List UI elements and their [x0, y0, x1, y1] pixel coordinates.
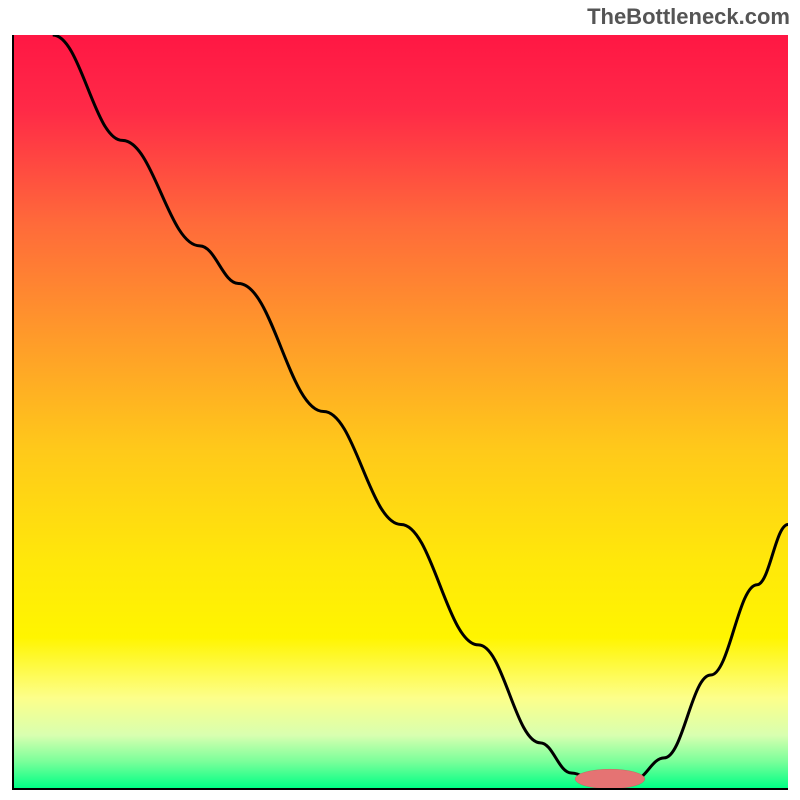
chart-svg [14, 35, 788, 788]
watermark-text: TheBottleneck.com [587, 4, 790, 30]
plot-area [12, 35, 788, 790]
optimal-marker [575, 769, 645, 788]
gradient-background [14, 35, 788, 788]
